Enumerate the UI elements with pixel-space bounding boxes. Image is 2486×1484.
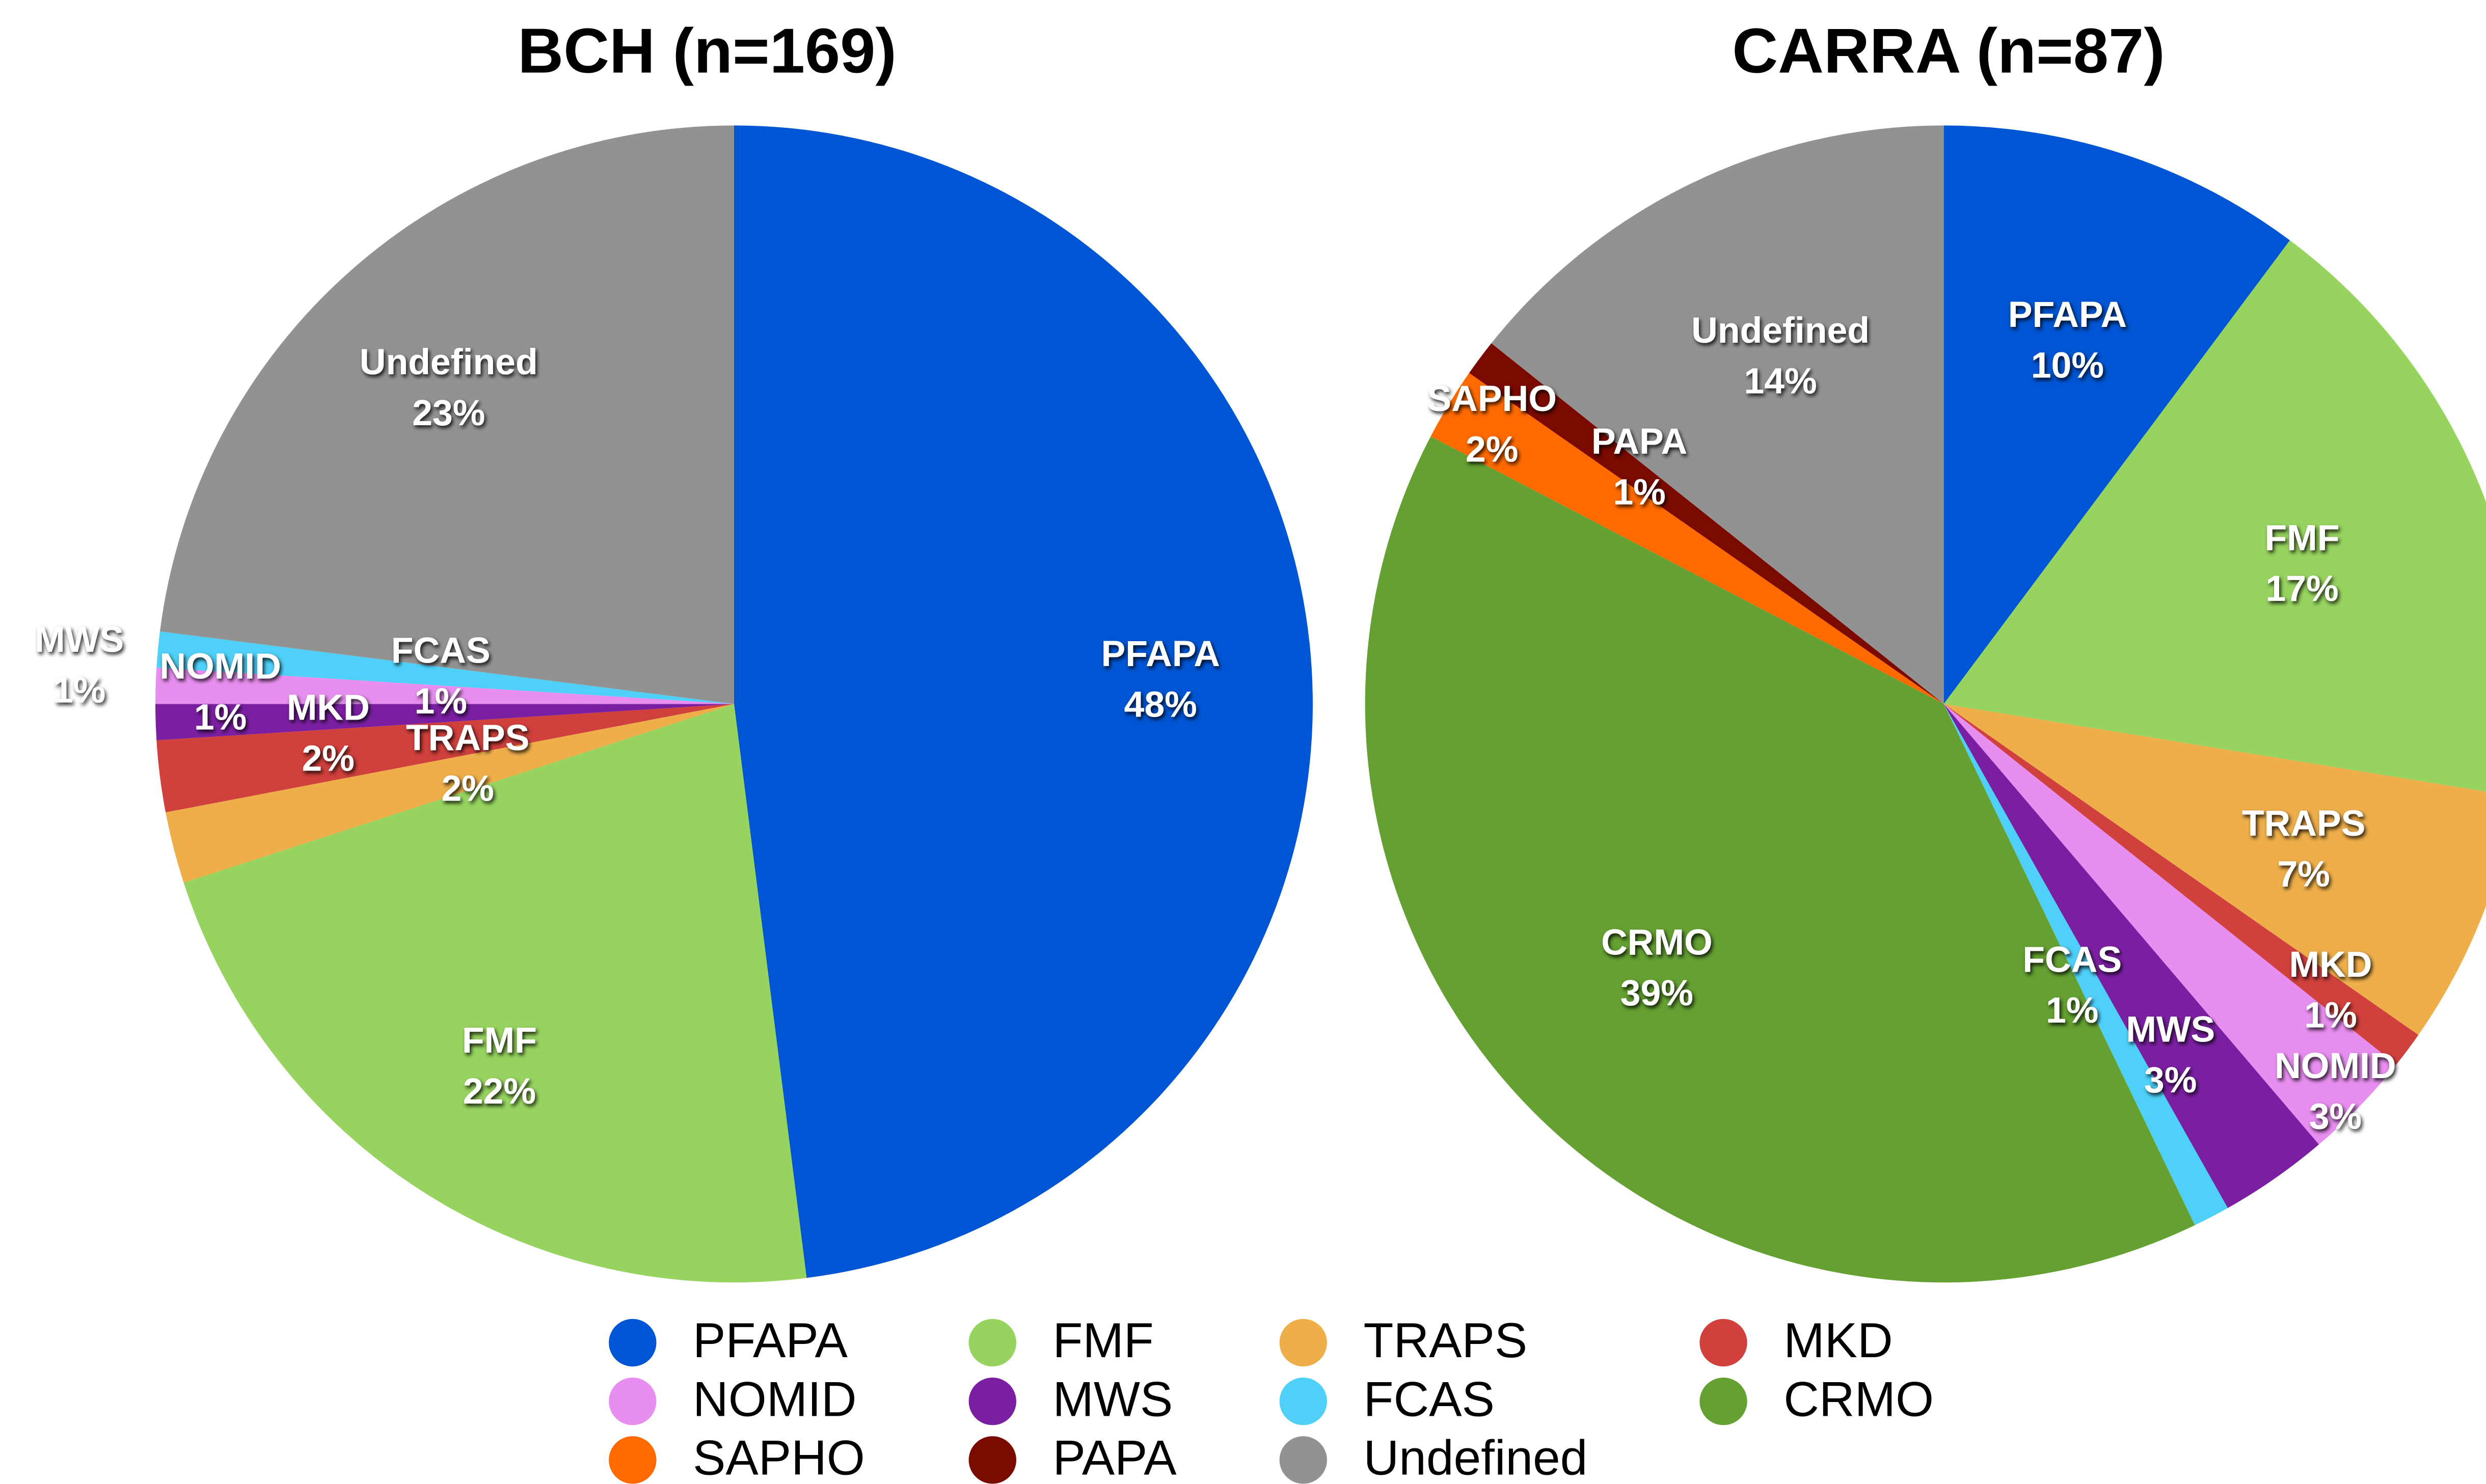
pie-slice — [156, 704, 734, 813]
slice-value-label: 3% — [2309, 1096, 2362, 1137]
slice-label: MWS — [35, 619, 124, 660]
slice-label: TRAPS — [406, 718, 530, 758]
pie-slice — [183, 704, 807, 1283]
chart-title: CARRA (n=87) — [1732, 15, 2165, 86]
pie-slice — [1943, 704, 2486, 1035]
slice-label: MKD — [2289, 944, 2372, 985]
slice-label: SAPHO — [1427, 378, 1557, 419]
slice-label: TRAPS — [2242, 803, 2366, 844]
slice-value-label: 1% — [2046, 990, 2098, 1031]
pie-slice — [156, 631, 734, 704]
slice-label: FMF — [2264, 518, 2339, 559]
pie-slice — [1469, 343, 1944, 704]
slice-label: MKD — [287, 688, 370, 728]
slice-value-label: 2% — [1466, 429, 1518, 470]
pie-slice — [155, 704, 734, 740]
legend-label: PFAPA — [693, 1313, 848, 1368]
pie-slice — [1943, 704, 2228, 1225]
slice-value-label: 1% — [1613, 472, 1665, 512]
slice-value-label: 39% — [1620, 973, 1693, 1013]
pie-slice — [1943, 704, 2396, 1145]
legend-label: Undefined — [1364, 1431, 1588, 1484]
slice-label: CRMO — [1601, 922, 1713, 963]
legend-label: TRAPS — [1364, 1313, 1528, 1368]
slice-label: NOMID — [159, 646, 281, 687]
slice-value-label: 7% — [2277, 854, 2330, 894]
legend-label: FCAS — [1364, 1372, 1495, 1426]
slice-label: Undefined — [360, 342, 538, 382]
slice-value-label: 17% — [2265, 568, 2338, 609]
legend-label: MWS — [1053, 1372, 1173, 1426]
pie-slice — [734, 125, 1313, 1278]
legend-swatch — [1699, 1318, 1747, 1367]
legend-label: CRMO — [1784, 1372, 1934, 1426]
slice-value-label: 1% — [414, 681, 467, 722]
slice-value-label: 1% — [53, 670, 105, 710]
legend-label: SAPHO — [693, 1431, 865, 1484]
slice-value-label: 14% — [1744, 361, 1817, 402]
legend-swatch — [968, 1378, 1016, 1425]
legend-swatch — [1279, 1436, 1327, 1484]
legend-swatch — [1279, 1318, 1327, 1367]
pie-slice — [1943, 240, 2486, 792]
pie-slice — [1491, 125, 1944, 704]
pie-slice — [1943, 125, 2290, 704]
pie-slice — [1943, 704, 2319, 1208]
slice-label: PAPA — [1591, 421, 1687, 462]
slice-value-label: 2% — [302, 738, 355, 779]
pie-slice — [1430, 373, 1944, 704]
slice-label: Undefined — [1691, 310, 1870, 351]
slice-value-label: 1% — [2304, 995, 2357, 1035]
slice-value-label: 10% — [2031, 345, 2104, 386]
pie-slice — [166, 704, 734, 883]
slice-label: NOMID — [2275, 1046, 2396, 1086]
slice-label: FCAS — [391, 630, 491, 671]
slice-value-label: 48% — [1124, 684, 1197, 725]
legend-swatch — [968, 1318, 1016, 1367]
pie-slice — [1943, 704, 2419, 1065]
pie-slice — [155, 667, 734, 704]
slice-label: MWS — [2126, 1009, 2215, 1050]
pie-slice — [159, 125, 734, 704]
slice-value-label: 2% — [441, 768, 494, 809]
slice-value-label: 1% — [194, 697, 247, 737]
legend-swatch — [609, 1436, 657, 1484]
legend-swatch — [1279, 1378, 1327, 1425]
legend-swatch — [968, 1436, 1016, 1484]
legend-swatch — [609, 1378, 657, 1425]
slice-label: PFAPA — [2008, 294, 2127, 335]
slice-value-label: 23% — [412, 393, 485, 433]
slice-label: PFAPA — [1101, 634, 1220, 674]
slice-label: FCAS — [2022, 940, 2122, 980]
slice-value-label: 3% — [2144, 1060, 2197, 1101]
slice-value-label: 22% — [463, 1071, 536, 1112]
slice-label: FMF — [462, 1020, 537, 1061]
legend-label: NOMID — [693, 1372, 857, 1426]
legend-label: PAPA — [1053, 1431, 1177, 1484]
legend-swatch — [1699, 1378, 1747, 1425]
legend-swatch — [609, 1318, 657, 1367]
legend-label: FMF — [1053, 1313, 1154, 1368]
legend-label: MKD — [1784, 1313, 1893, 1368]
pie-slice — [1365, 436, 2195, 1283]
chart-title: BCH (n=169) — [518, 15, 897, 86]
